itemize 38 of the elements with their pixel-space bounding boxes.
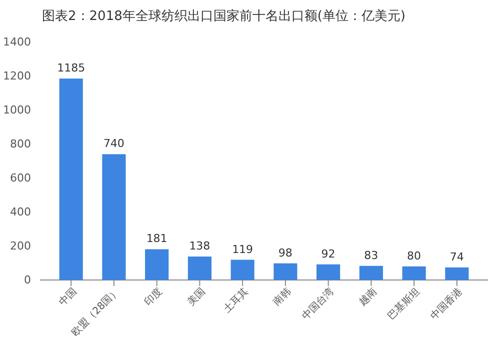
bar	[316, 264, 340, 280]
bar	[402, 266, 426, 280]
x-tick-label: 越南	[356, 286, 380, 308]
data-label: 740	[103, 137, 124, 150]
y-tick-label: 600	[10, 172, 31, 185]
data-label: 119	[232, 242, 254, 256]
bar	[145, 249, 169, 280]
x-tick-label: 巴基斯坦	[385, 286, 422, 322]
y-tick-label: 800	[10, 138, 31, 151]
y-tick-label: 1200	[3, 70, 31, 83]
y-tick-label: 1400	[3, 36, 31, 49]
data-label: 1185	[57, 62, 86, 75]
data-label: 80	[407, 249, 422, 262]
bar	[102, 154, 126, 280]
data-label: 181	[146, 232, 168, 246]
x-tick-label: 印度	[142, 286, 165, 308]
data-label: 98	[278, 246, 292, 260]
y-tick-label: 0	[24, 274, 31, 287]
bar	[59, 78, 83, 280]
y-tick-label: 1000	[3, 104, 31, 117]
x-tick-label: 中国香港	[428, 286, 465, 322]
data-label: 83	[364, 248, 378, 262]
data-label: 92	[321, 247, 336, 260]
y-tick-label: 200	[10, 240, 31, 253]
bar	[188, 256, 212, 280]
bar	[445, 267, 469, 280]
x-tick-label: 南韩	[270, 286, 294, 308]
x-tick-label: 中国	[56, 286, 80, 308]
y-tick-label: 400	[10, 206, 31, 219]
bar	[359, 266, 383, 280]
data-label: 138	[189, 240, 210, 253]
bar	[230, 260, 254, 280]
x-tick-label: 中国台湾	[300, 286, 336, 322]
chart-title: 图表2：2018年全球纺织出口国家前十名出口额(单位：亿美元)	[42, 8, 406, 24]
x-tick-label: 美国	[185, 286, 208, 308]
x-tick-label: 土耳其	[220, 286, 251, 316]
bar	[274, 263, 298, 280]
data-label: 74	[450, 250, 464, 264]
